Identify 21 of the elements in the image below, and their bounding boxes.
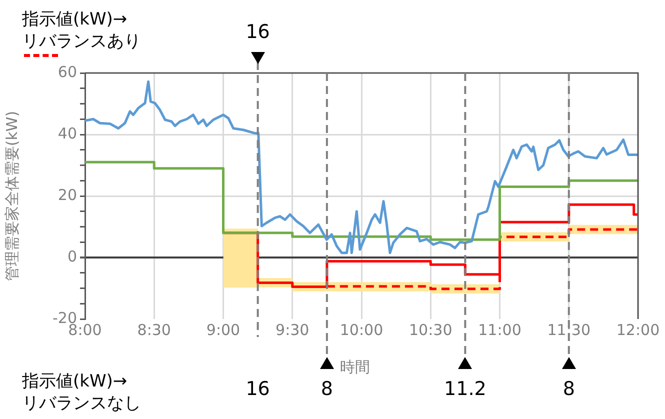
text: 16 [246,20,270,43]
x-tick-label: 9:30 [276,320,310,339]
y-tick-label: 40 [58,124,77,142]
text: 11.2 [444,378,486,400]
x-tick-label: 8:30 [137,320,171,339]
text: 8 [562,378,575,400]
y-tick-label: 20 [58,186,77,204]
y-tick-label: 60 [58,62,77,81]
text: 16 [246,378,270,400]
x-axis-title: 時間 [340,358,370,376]
y-axis-title: 管理需要家全体需要(kW) [2,110,21,282]
x-tick-label: 10:30 [409,320,452,339]
x-tick-label: 12:00 [616,320,660,339]
x-tick-label: 11:00 [478,320,522,339]
x-tick-label: 11:30 [547,320,590,339]
text: 8 [320,378,333,400]
y-tick-label: 0 [67,247,77,266]
x-tick-label: 10:00 [340,320,384,339]
x-tick-label: 9:00 [206,320,240,339]
text: 指示値(kW)→ リバランスあり [21,9,141,52]
text: 指示値(kW)→ リバランスなし [21,371,141,414]
